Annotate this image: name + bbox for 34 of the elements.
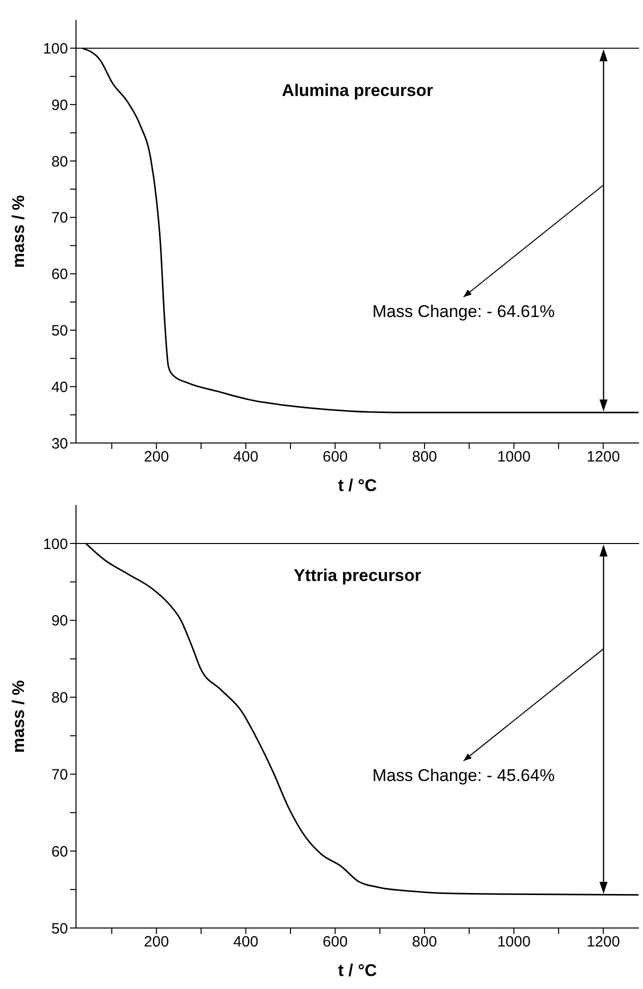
y-tick-label: 100 (42, 536, 68, 553)
y-axis-title: mass / % (9, 680, 28, 753)
x-tick-label: 800 (412, 448, 438, 466)
y-tick-label: 50 (51, 920, 68, 938)
y-tick-label: 70 (51, 766, 68, 784)
y-tick-label: 90 (51, 96, 68, 114)
x-tick-label: 1200 (586, 934, 620, 951)
y-tick-label: 50 (51, 322, 68, 340)
x-tick-label: 800 (412, 934, 438, 951)
text: Yttria precursor (294, 566, 422, 586)
annotation: Mass Change: - 45.64% (372, 766, 555, 785)
y-tick-label: 30 (51, 435, 68, 452)
x-tick-label: 200 (144, 934, 169, 951)
y-tick-label: 60 (51, 843, 68, 860)
x-tick-label: 200 (144, 448, 169, 466)
y-tick-label: 80 (51, 153, 68, 170)
x-axis-title: t / °C (338, 476, 377, 495)
y-tick-label: 80 (51, 690, 68, 707)
x-tick-label: 1000 (497, 448, 531, 466)
x-tick-label: 1200 (586, 448, 620, 466)
y-tick-label: 100 (42, 40, 68, 58)
y-tick-label: 70 (51, 210, 68, 227)
x-tick-label: 600 (322, 934, 348, 951)
annotation: Mass Change: - 64.61% (372, 302, 555, 321)
text: Alumina precursor (282, 81, 434, 100)
y-tick-label: 40 (51, 378, 68, 396)
y-axis-title: mass / % (9, 195, 28, 268)
x-tick-label: 400 (233, 934, 258, 951)
y-tick-label: 90 (51, 612, 68, 630)
y-tick-label: 60 (51, 266, 68, 284)
x-tick-label: 400 (233, 448, 258, 466)
x-axis-title: t / °C (338, 961, 377, 980)
x-tick-label: 600 (322, 448, 348, 466)
x-tick-label: 1000 (497, 934, 531, 951)
